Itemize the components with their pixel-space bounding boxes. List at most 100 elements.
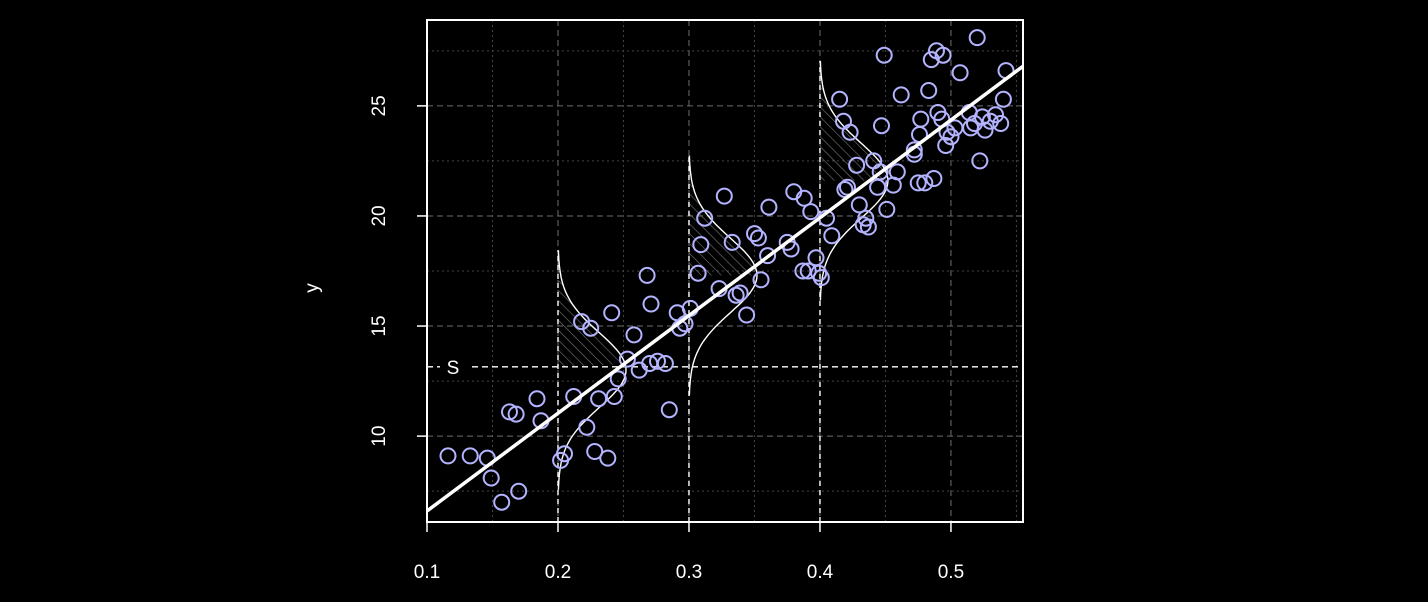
data-point [605, 388, 623, 405]
data-point [738, 306, 756, 324]
data-point [976, 121, 994, 139]
data-point [696, 209, 714, 227]
x-tick-label: 0.2 [545, 562, 571, 583]
data-point [507, 405, 525, 423]
density-curve-1 [557, 250, 627, 490]
data-point [848, 156, 866, 174]
density-shade-2 [688, 155, 757, 276]
data-point [656, 355, 674, 372]
y-tick-label: 15 [369, 315, 390, 336]
reference-line-label: S [447, 358, 460, 379]
regression-line [425, 64, 1025, 513]
plot-frame [426, 19, 1024, 523]
data-point [618, 350, 636, 368]
data-point [782, 240, 800, 258]
data-point [869, 178, 887, 196]
data-point [925, 170, 943, 187]
data-point [752, 271, 770, 289]
data-point [831, 90, 849, 108]
data-point [638, 266, 656, 284]
x-tick-label: 0.4 [807, 562, 834, 583]
data-point [871, 163, 889, 181]
data-point [992, 115, 1010, 132]
data-point [510, 482, 528, 500]
data-point [461, 447, 479, 465]
data-point [857, 209, 875, 227]
data-point [715, 187, 733, 205]
reference-line: S [427, 358, 1023, 379]
data-point [799, 262, 817, 280]
data-point [660, 401, 678, 419]
data-point [823, 227, 841, 245]
y-tick-label: 10 [369, 426, 390, 447]
data-point [746, 225, 763, 243]
data-point [850, 196, 868, 214]
data-point [812, 269, 830, 287]
data-point [586, 443, 604, 460]
density-curves [557, 60, 889, 522]
data-point [905, 141, 923, 159]
data-point [603, 304, 621, 322]
data-point [578, 418, 596, 436]
data-point [749, 229, 767, 247]
data-point [841, 123, 859, 141]
data-point [528, 390, 546, 408]
y-tick-label: 20 [369, 205, 390, 226]
x-axis: 0.1 0.2 0.3 0.4 0.5 [414, 522, 964, 583]
data-point [987, 106, 1004, 124]
data-point [794, 262, 812, 280]
data-point [599, 449, 617, 467]
y-tick-label: 25 [369, 95, 390, 116]
density-shade-1 [557, 250, 626, 367]
data-point [912, 110, 930, 128]
data-point [994, 90, 1012, 108]
data-point [609, 370, 627, 388]
data-point [859, 218, 877, 236]
y-axis: 10 15 20 25 [369, 95, 427, 447]
x-tick-label: 0.1 [414, 562, 440, 583]
data-point [731, 284, 749, 302]
data-points [439, 29, 1015, 511]
data-point [971, 152, 989, 170]
data-point [873, 117, 890, 135]
density-shade-3 [819, 61, 888, 181]
density-curve-2 [688, 155, 758, 396]
data-point [723, 233, 741, 251]
data-point [759, 247, 777, 265]
data-point [760, 198, 778, 216]
x-tick-label: 0.5 [938, 562, 964, 583]
data-point [493, 493, 511, 511]
data-point [916, 174, 934, 192]
data-point [582, 319, 600, 337]
data-point [951, 64, 969, 82]
data-point [590, 390, 608, 408]
data-point [482, 469, 500, 487]
data-point [875, 46, 893, 64]
data-point [649, 352, 666, 370]
data-point [942, 128, 960, 146]
data-point [439, 447, 457, 465]
grid [426, 20, 1023, 522]
fitted-line [425, 64, 1025, 513]
x-tick-label: 0.3 [676, 562, 702, 583]
data-point [839, 178, 856, 196]
data-point [556, 445, 573, 463]
data-point [937, 137, 955, 154]
data-point [934, 46, 952, 64]
data-point [962, 119, 980, 137]
data-point [807, 249, 825, 267]
data-point [878, 200, 896, 218]
data-point [892, 86, 910, 104]
data-point [909, 174, 927, 192]
data-point [625, 326, 643, 344]
data-point [795, 189, 813, 207]
data-point [922, 51, 940, 69]
data-point [920, 82, 938, 99]
data-point [968, 29, 986, 47]
data-point [888, 163, 906, 181]
data-point [642, 295, 660, 313]
data-point [692, 236, 710, 254]
y-axis-label: y [302, 283, 323, 293]
data-point [802, 203, 820, 221]
